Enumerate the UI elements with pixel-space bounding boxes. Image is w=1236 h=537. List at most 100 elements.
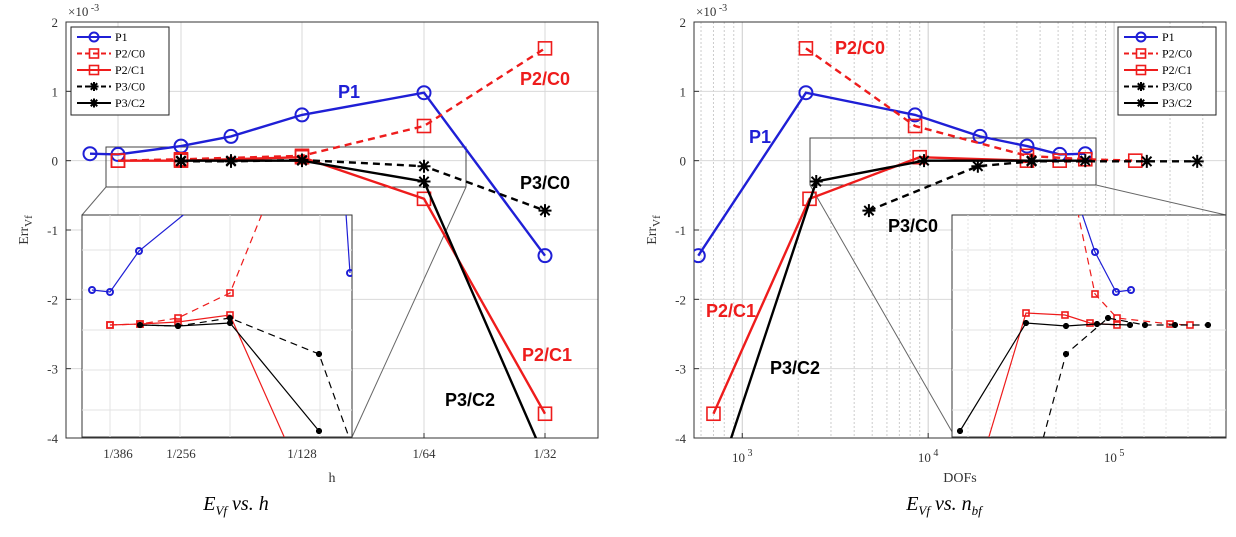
right-legend-marker-2 xyxy=(1135,64,1147,76)
left-point-p3-c0-3 xyxy=(417,159,431,173)
right-legend-label-4: P3/C2 xyxy=(1162,96,1192,110)
right-legend-marker-1 xyxy=(1135,48,1147,59)
right-annotation-4: P3/C2 xyxy=(770,358,820,378)
right-inset-line-p3-c0 xyxy=(1042,317,1208,437)
left-line-p3-c0 xyxy=(181,158,546,212)
left-inset-point-p3-c2-0 xyxy=(137,322,143,328)
right-annotation-1: P1 xyxy=(749,127,771,147)
left-inset-point-p1-2 xyxy=(135,247,143,255)
left-inset-point-p3-c2-2 xyxy=(227,320,233,326)
right-inset-series xyxy=(957,196,1211,437)
right-line-p3-c0 xyxy=(868,160,1198,212)
right-inset-point-p3-c0-2 xyxy=(1105,315,1111,321)
left-series-p2-c0 xyxy=(110,41,553,168)
right-ytick-label-0: 2 xyxy=(680,15,687,30)
right-chart-panel: 2 1 0 -1 -2 -3 -4 ×10 -3 ErrVf 10 3 10 4 10 5 DOFs P2… xyxy=(645,3,1227,518)
right-ytick-label-1: 1 xyxy=(680,84,687,99)
right-inset-point-p1-3 xyxy=(1127,286,1135,294)
left-ytick-label-4: -2 xyxy=(47,292,58,307)
left-point-p2-c0-3 xyxy=(416,118,432,134)
left-inset-point-p3-c2-1 xyxy=(175,323,181,329)
right-annotation-2: P3/C0 xyxy=(888,216,938,236)
right-legend-marker-3 xyxy=(1136,82,1146,91)
right-legend-label-1: P2/C0 xyxy=(1162,47,1192,61)
right-point-p2-c0-1 xyxy=(907,118,923,134)
left-point-p3-c2-2 xyxy=(295,154,309,168)
left-inset-point-p2-c0-3 xyxy=(226,289,234,297)
left-point-p1-3 xyxy=(223,128,239,144)
right-ytick-label-3: -1 xyxy=(675,223,686,238)
left-annotation-3: P2/C1 xyxy=(522,345,572,365)
right-point-p1-1 xyxy=(798,85,814,101)
left-inset xyxy=(81,196,353,438)
right-inset-point-p2-c0-2 xyxy=(1113,314,1121,322)
right-inset-point-p3-c2-1 xyxy=(1023,320,1029,326)
right-ytick-label-4: -2 xyxy=(675,292,686,307)
left-annotation-2: P3/C0 xyxy=(520,173,570,193)
right-legend-label-2: P2/C1 xyxy=(1162,63,1192,77)
left-legend-label-3: P3/C0 xyxy=(115,80,145,94)
left-inset-point-p3-c2-3 xyxy=(316,428,322,434)
right-inset-point-p2-c1-3 xyxy=(1086,319,1094,327)
left-inset-point-p1-4 xyxy=(342,196,348,202)
right-inset-point-p3-c0-4 xyxy=(1172,322,1178,328)
left-plot-frame xyxy=(65,21,599,439)
left-legend-label-4: P3/C2 xyxy=(115,96,145,110)
left-xtick-label-4: 1/32 xyxy=(533,446,556,461)
left-ytick-label-2: 0 xyxy=(52,154,59,169)
right-inset-series-p3-c2 xyxy=(957,320,1133,434)
left-legend-label-0: P1 xyxy=(115,30,128,44)
right-point-p3-c2-2 xyxy=(917,154,931,168)
left-xtick-label-1: 1/256 xyxy=(166,446,196,461)
left-inset-point-p1-5 xyxy=(346,269,352,277)
left-point-p2-c1-0 xyxy=(110,153,126,168)
left-xtick-label-0: 1/386 xyxy=(103,446,133,461)
right-inset-point-p3-c2-3 xyxy=(1094,321,1100,327)
right-point-p3-c2-0 xyxy=(718,452,731,465)
left-legend-marker-2 xyxy=(88,64,100,76)
right-point-p3-c0-0 xyxy=(862,204,876,218)
right-inset-point-p2-c1-2 xyxy=(1061,311,1069,319)
right-point-p3-c2-4 xyxy=(1078,154,1092,168)
right-annotation-0: P2/C0 xyxy=(835,38,885,58)
left-series-p3-c2 xyxy=(174,154,538,438)
left-legend-label-1: P2/C0 xyxy=(115,47,145,61)
right-inset-point-p3-c2-0 xyxy=(957,428,963,434)
left-point-p1-6 xyxy=(537,248,553,264)
left-line-p2-c0 xyxy=(117,47,546,162)
right-legend-marker-0 xyxy=(1135,31,1147,43)
right-line-p2-c0 xyxy=(805,47,1136,162)
left-zoom-connector-2 xyxy=(81,186,107,216)
right-point-p1-3 xyxy=(972,128,988,144)
right-legend-label-3: P3/C0 xyxy=(1162,80,1192,94)
right-xtick-label-1: 10 4 xyxy=(918,448,939,465)
left-inset-point-p3-c0-3 xyxy=(316,351,322,357)
right-inset-point-p3-c0-5 xyxy=(1205,322,1211,328)
left-inset-point-p2-c0-2 xyxy=(174,314,182,322)
left-inset-line-p2-c1 xyxy=(109,314,285,437)
left-annotation-4: P3/C2 xyxy=(445,390,495,410)
right-zoom-connector-2 xyxy=(1095,184,1227,216)
right-series-p3-c2 xyxy=(718,154,1092,465)
left-legend-marker-3 xyxy=(89,82,99,91)
right-point-p3-c0-1 xyxy=(971,159,985,173)
left-ytick-label-0: 2 xyxy=(52,15,59,30)
left-inset-series-p3-c2 xyxy=(137,320,322,434)
left-xtick-label-3: 1/64 xyxy=(412,446,436,461)
left-chart-panel: 2 1 0 -1 -2 -3 -4 ×10 -3 ErrVf 1/386 1/256 1/128 1/6… xyxy=(17,3,599,518)
left-inset-point-p2-c1-0 xyxy=(106,321,114,329)
left-inset-frame xyxy=(81,214,353,438)
right-inset-point-p1-0 xyxy=(1074,196,1080,202)
left-legend-label-2: P2/C1 xyxy=(115,63,145,77)
right-inset-point-p3-c0-3 xyxy=(1142,322,1148,328)
left-inset-series-p1 xyxy=(88,196,352,296)
left-point-p3-c2-1 xyxy=(224,154,238,168)
right-exponent-label: ×10 -3 xyxy=(696,3,727,19)
left-inset-line-p2-c0 xyxy=(109,215,263,326)
right-inset xyxy=(951,196,1227,438)
right-zoom-rect xyxy=(809,137,1097,186)
right-ytick-label-6: -4 xyxy=(675,431,686,446)
left-legend-marker-4 xyxy=(89,98,99,108)
left-ytick-label-1: 1 xyxy=(52,84,59,99)
left-point-p1-0 xyxy=(82,146,98,162)
